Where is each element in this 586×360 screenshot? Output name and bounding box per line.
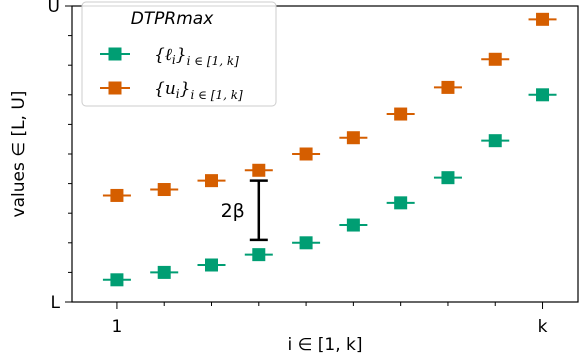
legend-title: DTPRmax [131, 9, 215, 29]
legend-label: {ui}i ∈ [1, k] [154, 79, 243, 102]
y-tick-label: U [48, 0, 60, 17]
series-1-point [299, 147, 313, 161]
series-1-point [205, 174, 219, 188]
series-1-point [346, 131, 360, 145]
legend-marker [108, 81, 122, 95]
series-0-point [441, 171, 455, 185]
legend-label: {ℓi}i ∈ [1, k] [154, 45, 239, 68]
series-1-point [157, 183, 171, 197]
x-axis-label: i ∈ [1, k] [287, 335, 362, 355]
x-tick-label: 1 [112, 317, 123, 337]
series-1-point [536, 12, 550, 26]
annotation: 2β [221, 179, 268, 242]
series-0-point [299, 236, 313, 250]
legend: DTPRmax {ℓi}i ∈ [1, k] {ui}i ∈ [1, k] [81, 1, 277, 107]
series-0-point [110, 273, 124, 287]
ticks: 1 k L U [48, 0, 548, 337]
series-1-point [441, 80, 455, 94]
series-0-point [205, 258, 219, 272]
series-0-point [536, 88, 550, 102]
legend-box [81, 1, 277, 107]
series-0-point [394, 196, 408, 210]
series-0-point [157, 265, 171, 279]
series-1-point [252, 163, 266, 177]
series-1-point [394, 107, 408, 121]
x-tick-label: k [538, 317, 548, 337]
series-0-point [488, 134, 502, 148]
y-tick-label: L [51, 293, 61, 313]
series-0-point [346, 218, 360, 232]
series-1-point [488, 52, 502, 66]
legend-marker [108, 47, 122, 61]
y-axis-label: values ∈ [L, U] [9, 91, 29, 218]
annotation-label: 2β [221, 200, 245, 222]
marks [102, 12, 557, 287]
series-0-point [252, 248, 266, 262]
series-1-point [110, 188, 124, 202]
